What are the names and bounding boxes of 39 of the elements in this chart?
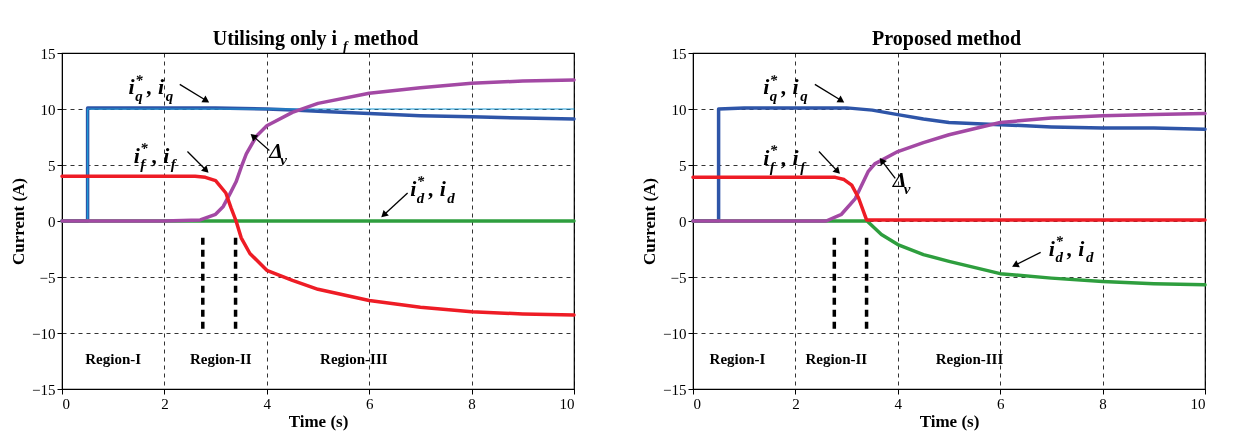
annotation: Region-III — [935, 350, 1004, 367]
x-tick-label: 0 — [693, 395, 701, 412]
y-tick-label: −10 — [32, 325, 56, 342]
x-tick-label: 4 — [894, 395, 903, 412]
y-tick-label: −10 — [663, 325, 687, 342]
x-tick-label: 10 — [1190, 395, 1206, 412]
x-tick-label: 2 — [792, 395, 800, 412]
x-tick-label: 0 — [62, 395, 70, 412]
annotation: Region-III — [320, 350, 388, 367]
y-tick-label: −15 — [663, 381, 687, 398]
y-axis-title: Current (A) — [640, 177, 660, 266]
y-tick-label: −5 — [670, 269, 687, 286]
y-tick-label: −5 — [39, 269, 56, 286]
line-series — [60, 174, 576, 317]
line-series — [691, 175, 1207, 222]
x-tick-label: 10 — [559, 395, 575, 412]
annotation: Region-II — [805, 350, 868, 367]
y-tick-label: 5 — [679, 157, 687, 174]
x-tick-label: 8 — [1099, 395, 1107, 412]
x-tick-label: 6 — [996, 395, 1005, 412]
chart-title: Proposed method — [872, 27, 1022, 50]
y-tick-label: 10 — [40, 101, 56, 118]
x-tick-label: 8 — [468, 395, 476, 412]
y-tick-label: 10 — [671, 101, 687, 118]
y-tick-label: 0 — [679, 213, 687, 230]
annotation: Region-I — [85, 350, 142, 367]
y-tick-label: 0 — [48, 213, 56, 230]
x-axis-title: Time (s) — [919, 411, 980, 431]
annotation: Region-I — [709, 350, 766, 367]
y-axis-title: Current (A) — [9, 177, 29, 266]
y-tick-label: −15 — [32, 381, 56, 398]
y-tick-label: 15 — [671, 45, 687, 62]
x-tick-label: 6 — [365, 395, 374, 412]
y-tick-label: 5 — [48, 157, 56, 174]
x-tick-label: 4 — [263, 395, 272, 412]
x-tick-label: 2 — [161, 395, 169, 412]
x-axis-title: Time (s) — [288, 411, 349, 431]
y-tick-label: 15 — [40, 45, 56, 62]
annotation: Region-II — [189, 350, 252, 367]
